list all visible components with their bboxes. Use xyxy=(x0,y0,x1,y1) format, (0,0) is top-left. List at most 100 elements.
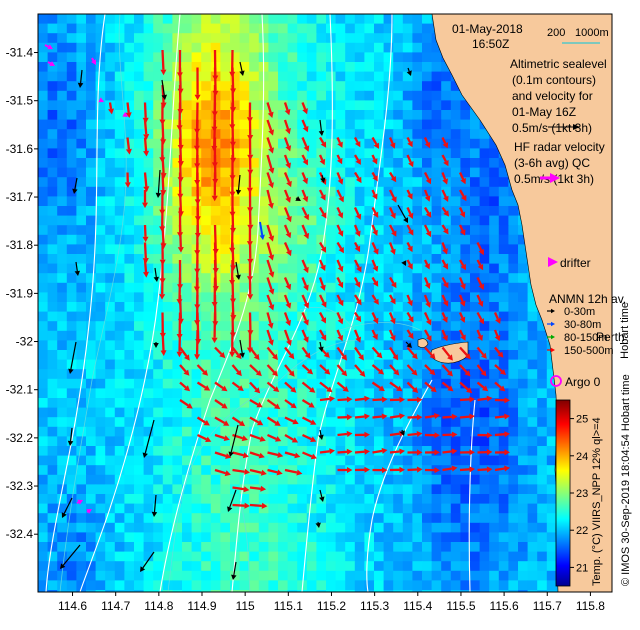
radar-arrow xyxy=(319,136,327,148)
radar-arrow xyxy=(354,346,364,361)
altimetry-arrow xyxy=(315,521,321,528)
radar-arrow xyxy=(319,395,335,402)
radar-arrow xyxy=(284,364,295,377)
radar-arrow xyxy=(476,276,484,290)
radar-arrow xyxy=(319,241,327,253)
radar-arrow xyxy=(353,136,361,148)
radar-arrow xyxy=(124,172,131,188)
altimetry-legend-line-4: 01-May 16Z xyxy=(512,105,576,119)
altimetry-arrow xyxy=(77,69,84,88)
altimetry-arrow xyxy=(231,561,237,580)
radar-arrow xyxy=(301,189,309,203)
radar-arrow xyxy=(476,259,484,271)
radar-arrow xyxy=(142,224,149,243)
radar-arrow xyxy=(336,364,348,377)
altimetry-arrow xyxy=(151,494,158,517)
radar-arrow xyxy=(441,259,448,270)
radar-arrow xyxy=(371,259,379,272)
radar-arrow xyxy=(301,119,309,133)
sealevel-contour xyxy=(301,14,393,592)
radar-arrow xyxy=(388,137,396,149)
radar-arrow xyxy=(389,364,400,376)
y-tick-label: -31.8 xyxy=(6,238,34,252)
radar-arrow xyxy=(301,224,310,240)
radar-arrow xyxy=(354,154,361,165)
radar-arrow xyxy=(441,276,449,289)
altimetry-arrow xyxy=(153,267,159,282)
radar-arrow xyxy=(337,396,353,403)
radar-arrow xyxy=(143,137,150,157)
radar-arrow xyxy=(371,381,385,392)
radar-arrow xyxy=(301,102,308,115)
radar-arrow xyxy=(302,433,317,442)
radar-arrow xyxy=(283,189,291,203)
radar-arrow xyxy=(494,397,510,404)
radar-arrow xyxy=(336,137,343,148)
altimetry-arrow xyxy=(140,551,155,572)
radar-arrow xyxy=(406,136,413,148)
radar-arrow xyxy=(337,467,353,473)
radar-arrow xyxy=(283,242,292,257)
radar-arrow xyxy=(371,242,379,255)
radar-arrow xyxy=(301,416,317,425)
radar-arrow xyxy=(211,312,218,344)
radar-arrow xyxy=(442,448,458,455)
radar-arrow xyxy=(267,433,282,442)
colorbar-tick-label: 21 xyxy=(576,562,588,574)
radar-arrow xyxy=(494,346,504,358)
radar-arrow xyxy=(493,312,501,324)
time-label: 16:50Z xyxy=(472,37,509,51)
radar-arrow xyxy=(108,102,114,115)
altimetry-legend-line-5: 0.5m/s (1kt 3h) xyxy=(512,121,592,135)
y-tick-label: -31.7 xyxy=(6,190,34,204)
radar-arrow xyxy=(266,329,274,346)
radar-arrow xyxy=(406,294,413,307)
radar-arrow xyxy=(337,448,353,455)
radar-arrow xyxy=(336,294,344,307)
radar-arrow xyxy=(283,277,292,291)
radar-arrow xyxy=(353,207,362,220)
radar-arrow xyxy=(283,294,292,309)
radar-arrow xyxy=(441,381,454,392)
radar-arrow xyxy=(284,416,299,425)
radar-arrow xyxy=(406,207,414,219)
radar-arrow xyxy=(266,416,281,426)
radar-arrow xyxy=(389,396,405,403)
altimetry-arrow xyxy=(318,429,324,440)
radar-arrow xyxy=(319,364,331,375)
radar-arrow xyxy=(337,430,353,437)
radar-arrow xyxy=(458,207,466,218)
radar-arrow xyxy=(266,154,275,174)
radar-arrow xyxy=(442,431,458,438)
sealevel-contour xyxy=(159,14,265,592)
x-tick-label: 115 xyxy=(236,599,255,613)
radar-arrow xyxy=(247,154,254,176)
y-tick-label: -32.2 xyxy=(6,431,34,445)
radar-arrow xyxy=(284,433,299,443)
radar-arrow xyxy=(459,381,473,394)
radar-arrow xyxy=(249,364,262,377)
radar-arrow xyxy=(266,364,278,377)
radar-arrow xyxy=(424,449,440,456)
y-tick-label: -31.6 xyxy=(6,142,34,156)
radar-arrow xyxy=(494,381,506,392)
radar-legend-arrow xyxy=(540,173,560,183)
radar-arrow xyxy=(179,399,193,409)
radar-arrow xyxy=(459,466,475,473)
radar-arrow xyxy=(389,171,397,183)
radar-arrow xyxy=(353,259,362,273)
radar-arrow xyxy=(423,329,432,342)
radar-arrow xyxy=(283,329,292,346)
radar-arrow xyxy=(214,381,228,392)
radar-arrow xyxy=(266,346,278,360)
scale-right-label: 1000m xyxy=(575,27,609,39)
radar-arrow xyxy=(249,416,264,426)
radar-arrow xyxy=(406,329,414,340)
altimetry-arrows xyxy=(60,61,412,580)
radar-arrow xyxy=(494,431,510,438)
altimetry-arrow xyxy=(142,419,155,458)
altimetry-legend-line-1: Altimetric sealevel xyxy=(510,57,607,71)
radar-arrow xyxy=(476,381,489,392)
altimetry-legend-line-2: (0.1m contours) xyxy=(512,73,596,87)
scale-left-label: 200 xyxy=(547,27,565,39)
